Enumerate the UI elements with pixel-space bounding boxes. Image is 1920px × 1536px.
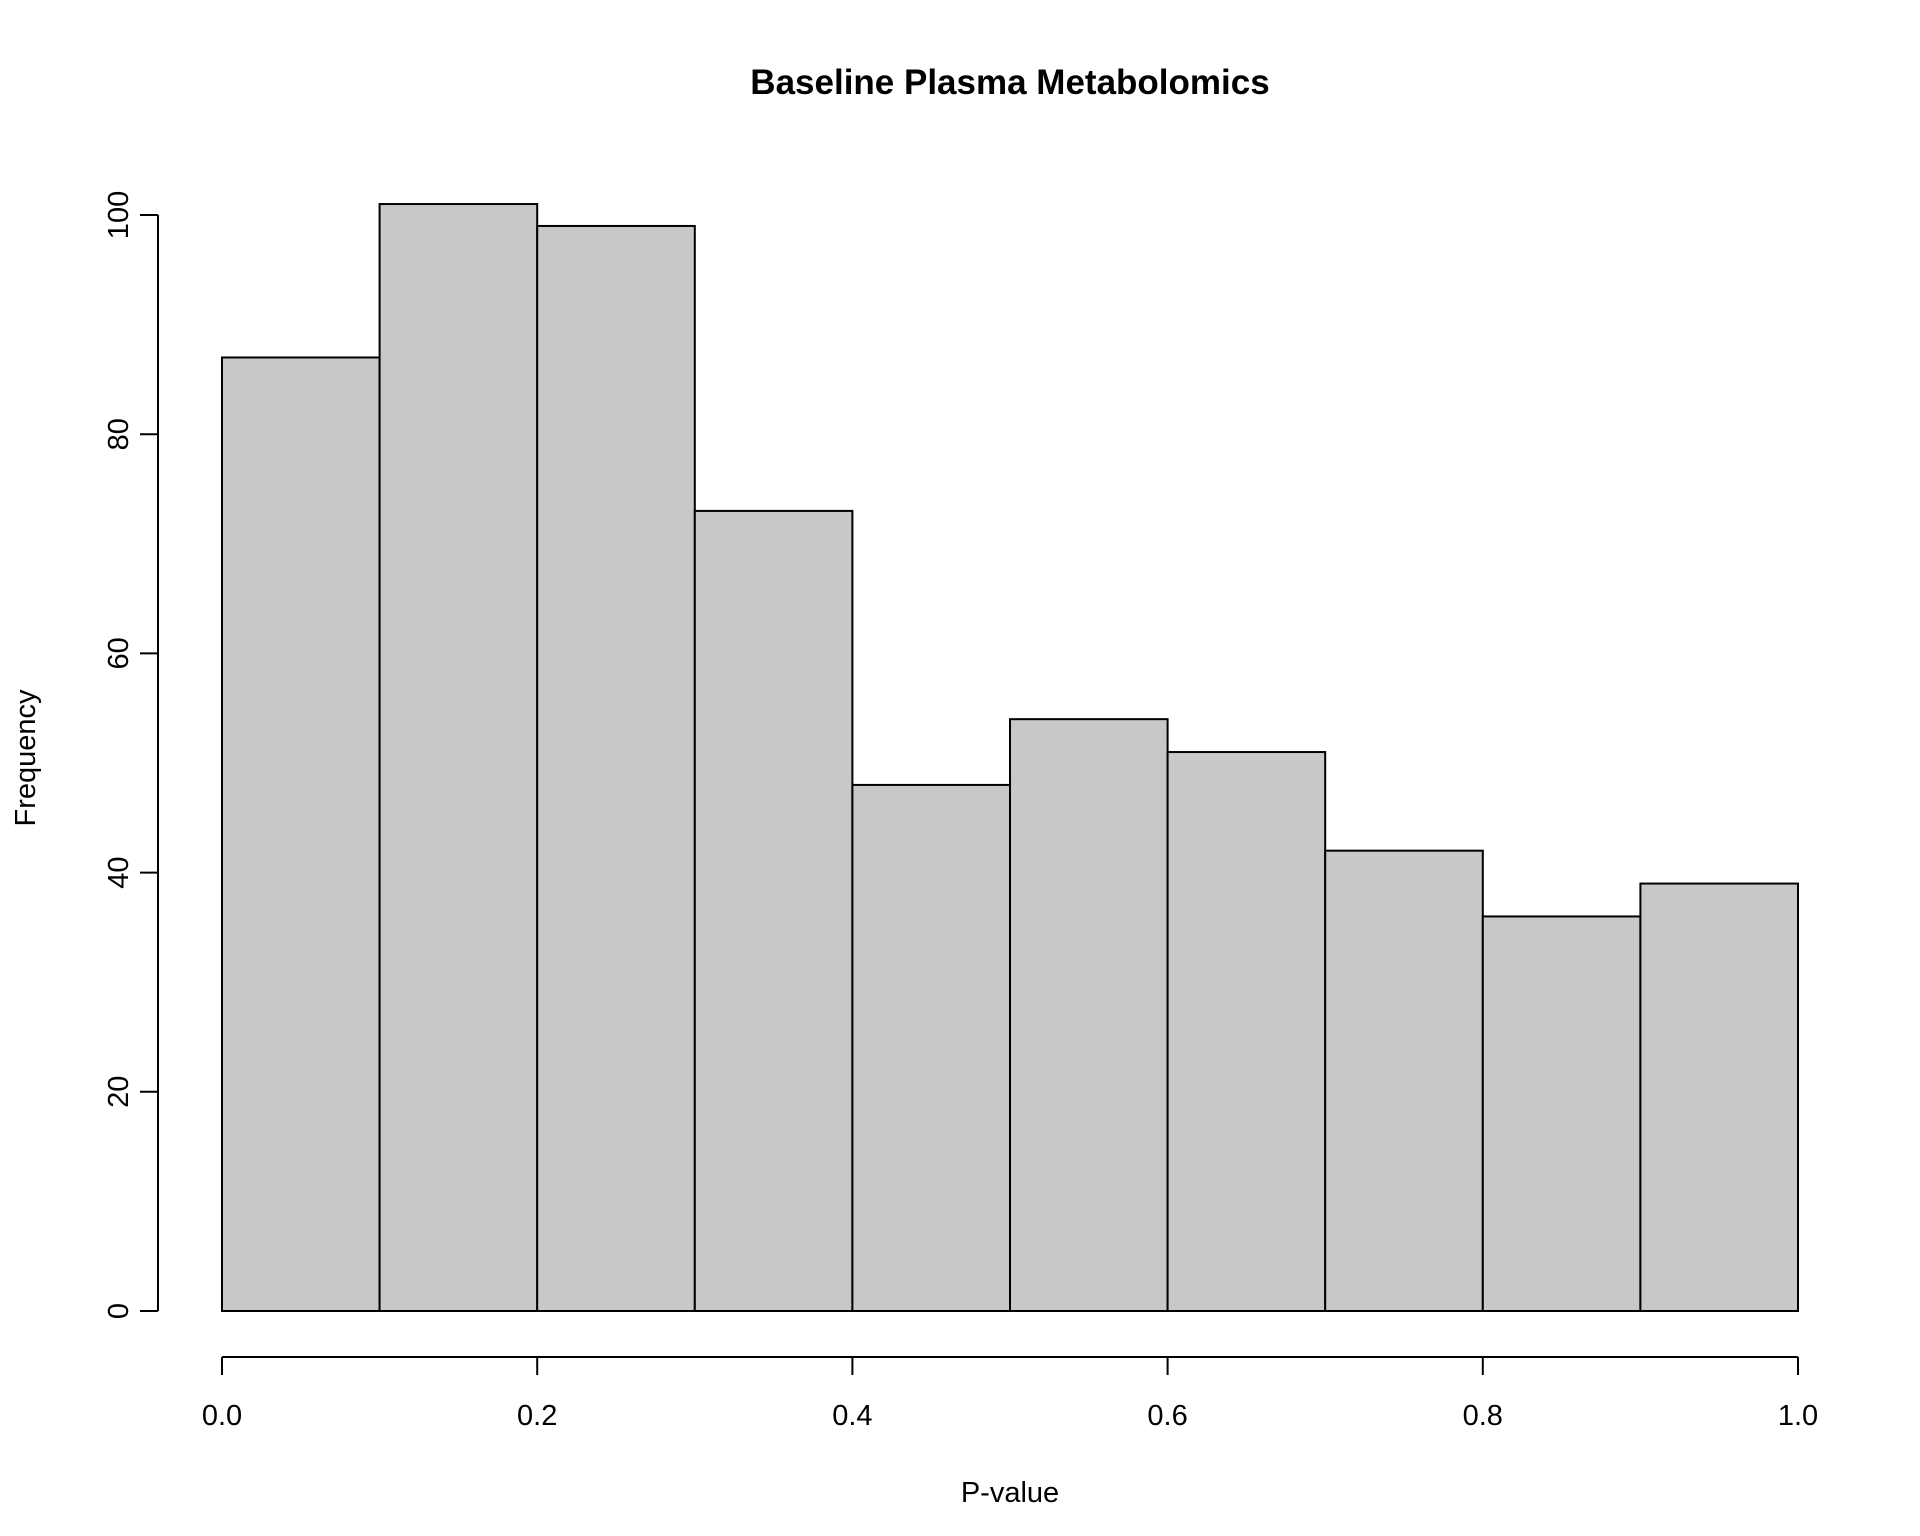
bars-group xyxy=(221,203,1800,1313)
chart-title: Baseline Plasma Metabolomics xyxy=(750,63,1269,102)
histogram-bar-5 xyxy=(1009,718,1169,1312)
x-tick-label-0: 0.0 xyxy=(202,1400,242,1432)
histogram-bar-6 xyxy=(1166,751,1327,1312)
y-tick-label-2: 40 xyxy=(103,856,135,888)
x-tick-label-5: 1.0 xyxy=(1778,1400,1818,1432)
x-tick-label-4: 0.8 xyxy=(1463,1400,1503,1432)
y-tick-label-4: 80 xyxy=(103,418,135,450)
y-tick-label-1: 20 xyxy=(103,1076,135,1108)
histogram-bar-3 xyxy=(693,509,854,1313)
y-tick-label-5: 100 xyxy=(103,191,135,239)
histogram-bar-8 xyxy=(1481,915,1642,1312)
x-tick-label-2: 0.4 xyxy=(832,1400,872,1432)
x-axis-title: P-value xyxy=(961,1477,1059,1509)
histogram-bar-2 xyxy=(536,224,696,1313)
x-axis: 0.0 0.2 0.4 0.6 0.8 1.0 xyxy=(202,1356,1818,1432)
y-tick-label-0: 0 xyxy=(103,1303,135,1319)
y-axis-title: Frequency xyxy=(10,689,42,827)
histogram-bar-0 xyxy=(221,356,381,1313)
x-tick-label-1: 0.2 xyxy=(517,1400,557,1432)
histogram-bar-9 xyxy=(1639,882,1800,1312)
y-tick-label-3: 60 xyxy=(103,637,135,669)
y-axis: 0 20 40 60 80 100 xyxy=(103,191,159,1319)
histogram-bar-4 xyxy=(851,783,1012,1312)
histogram-bar-7 xyxy=(1324,849,1484,1312)
histogram-bar-1 xyxy=(378,203,539,1312)
x-tick-label-3: 0.6 xyxy=(1147,1400,1187,1432)
